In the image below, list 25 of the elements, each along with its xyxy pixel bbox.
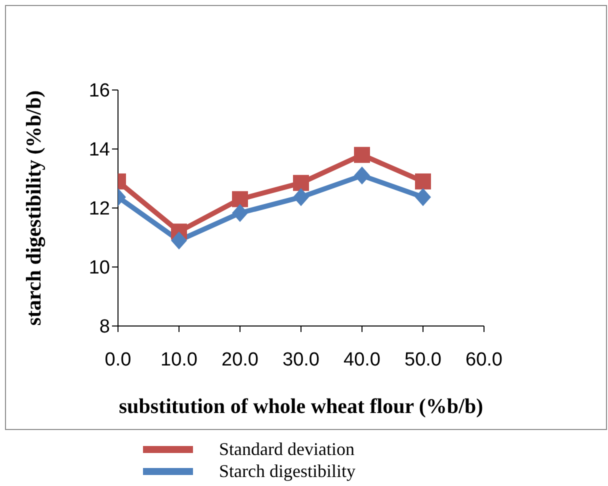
point [354, 146, 370, 163]
y-tick-label: 14 [88, 140, 110, 161]
y-tick-label: 12 [88, 198, 110, 220]
point [415, 188, 431, 206]
point [232, 191, 248, 208]
x-tick-label: 40.0 [344, 349, 380, 370]
legend-label: Starch digestibility [219, 460, 356, 482]
x-tick-label: 50.0 [404, 349, 442, 370]
y-tick-label: 10 [88, 258, 110, 279]
point [293, 174, 309, 191]
y-axis-title: starch digestibility (%b/b) [21, 90, 46, 326]
point [415, 173, 431, 190]
x-tick-label: 60.0 [466, 349, 502, 370]
x-tick-label: 0.0 [104, 349, 132, 370]
point [171, 231, 187, 250]
y-tick-label: 16 [88, 80, 110, 102]
point [232, 204, 248, 222]
y-tick-label: 8 [99, 316, 110, 338]
x-tick-label: 30.0 [282, 349, 320, 370]
x-tick-label: 10.0 [160, 349, 198, 370]
legend-label: Standard deviation [219, 438, 354, 460]
point [293, 188, 309, 206]
point [354, 166, 370, 185]
x-axis-title: substitution of whole wheat flour (%b/b) [118, 394, 484, 418]
x-tick-label: 20.0 [222, 349, 258, 370]
